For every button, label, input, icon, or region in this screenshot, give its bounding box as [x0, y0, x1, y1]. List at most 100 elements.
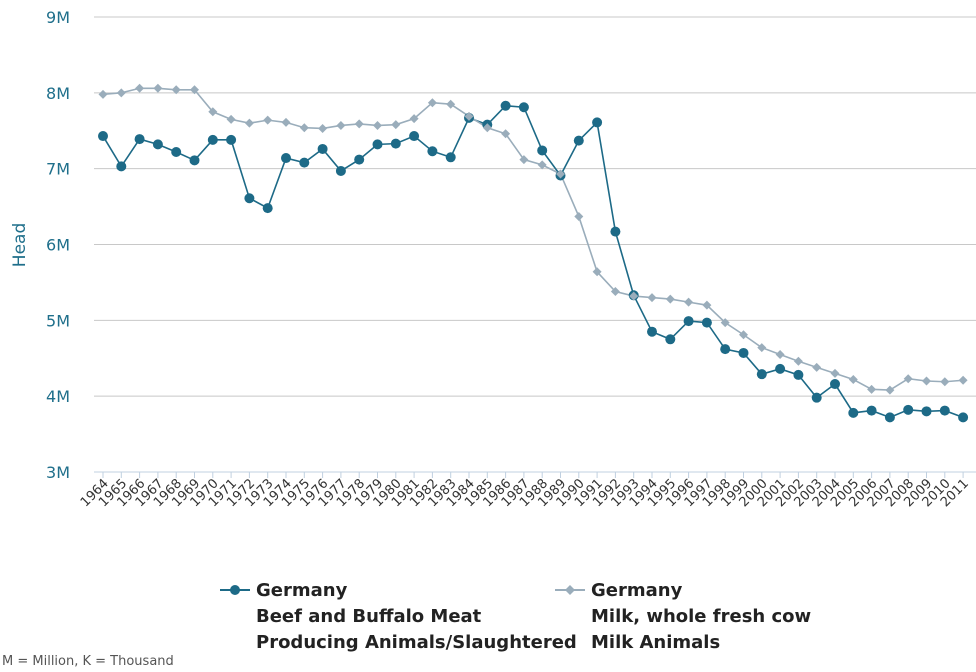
data-point-milk[interactable]: [757, 343, 767, 353]
data-point-milk[interactable]: [299, 123, 309, 133]
data-point-beef[interactable]: [317, 143, 328, 154]
data-point-beef[interactable]: [830, 379, 840, 390]
data-point-beef[interactable]: [647, 326, 657, 337]
data-point-milk[interactable]: [940, 377, 950, 387]
data-point-milk[interactable]: [190, 85, 199, 95]
data-point-milk[interactable]: [171, 85, 181, 95]
data-point-beef[interactable]: [299, 157, 310, 168]
data-point-beef[interactable]: [866, 405, 877, 416]
data-point-milk[interactable]: [647, 293, 657, 303]
legend-beef-country: Germany: [256, 580, 348, 601]
data-point-beef[interactable]: [134, 134, 145, 145]
legend-item-beef[interactable]: Germany Beef and Buffalo Meat Producing …: [220, 578, 577, 656]
data-point-beef[interactable]: [610, 226, 621, 237]
data-point-milk[interactable]: [244, 118, 254, 128]
data-point-beef[interactable]: [848, 407, 859, 418]
data-point-milk[interactable]: [116, 88, 126, 98]
data-point-milk[interactable]: [427, 98, 437, 108]
data-point-milk[interactable]: [226, 114, 236, 124]
data-point-beef[interactable]: [244, 193, 255, 204]
data-point-beef[interactable]: [811, 392, 822, 403]
data-point-milk[interactable]: [336, 120, 346, 130]
data-point-beef[interactable]: [409, 131, 420, 142]
data-point-beef[interactable]: [720, 344, 731, 355]
data-point-milk[interactable]: [702, 300, 712, 310]
data-point-milk[interactable]: [958, 375, 968, 385]
data-point-milk[interactable]: [922, 376, 931, 386]
data-point-milk[interactable]: [98, 89, 108, 99]
data-point-milk[interactable]: [263, 115, 273, 125]
data-point-milk[interactable]: [208, 107, 218, 117]
data-point-milk[interactable]: [793, 356, 803, 366]
data-point-beef[interactable]: [701, 317, 712, 328]
data-point-beef[interactable]: [226, 134, 237, 145]
data-point-milk[interactable]: [519, 155, 529, 165]
data-point-beef[interactable]: [884, 412, 895, 423]
data-point-milk[interactable]: [610, 287, 620, 297]
y-tick-label: 7M: [46, 160, 70, 179]
data-point-milk[interactable]: [684, 297, 694, 307]
data-point-beef[interactable]: [445, 152, 456, 163]
data-point-milk[interactable]: [354, 119, 364, 129]
data-point-beef[interactable]: [335, 165, 346, 176]
data-point-milk[interactable]: [153, 83, 163, 93]
legend-item-milk[interactable]: Germany Milk, whole fresh cow Milk Anima…: [555, 578, 811, 656]
data-point-beef[interactable]: [427, 146, 438, 157]
data-point-milk[interactable]: [281, 117, 291, 127]
data-point-beef[interactable]: [939, 405, 950, 416]
data-point-milk[interactable]: [739, 330, 748, 340]
data-point-milk[interactable]: [775, 349, 785, 359]
legend-milk-country: Germany: [591, 580, 683, 601]
data-point-milk[interactable]: [373, 120, 382, 130]
data-point-beef[interactable]: [756, 369, 767, 380]
data-point-beef[interactable]: [281, 153, 291, 164]
data-point-beef[interactable]: [793, 369, 804, 380]
data-point-milk[interactable]: [135, 83, 145, 93]
data-point-beef[interactable]: [958, 412, 969, 423]
data-point-beef[interactable]: [189, 155, 200, 166]
data-point-milk[interactable]: [665, 294, 675, 304]
data-point-milk[interactable]: [720, 318, 730, 328]
data-point-milk[interactable]: [501, 129, 511, 139]
data-point-milk[interactable]: [318, 123, 328, 133]
y-tick-label: 9M: [46, 8, 70, 27]
data-point-beef[interactable]: [354, 154, 365, 165]
data-point-beef[interactable]: [573, 135, 584, 146]
data-point-beef[interactable]: [171, 146, 182, 157]
data-point-milk[interactable]: [409, 114, 419, 124]
data-point-beef[interactable]: [537, 145, 548, 156]
data-point-beef[interactable]: [683, 316, 694, 327]
data-point-milk[interactable]: [848, 374, 858, 384]
data-point-beef[interactable]: [152, 139, 163, 150]
data-point-milk[interactable]: [812, 362, 822, 372]
data-point-beef[interactable]: [116, 161, 127, 172]
data-point-milk[interactable]: [629, 291, 639, 301]
data-point-beef[interactable]: [665, 334, 676, 345]
data-point-beef[interactable]: [372, 139, 383, 150]
data-point-milk[interactable]: [830, 368, 840, 378]
data-point-beef[interactable]: [262, 203, 273, 214]
data-point-beef[interactable]: [903, 404, 914, 415]
y-axis-ticks: 3M 4M 5M 6M 7M 8M 9M: [46, 8, 70, 482]
data-point-beef[interactable]: [738, 347, 749, 358]
data-point-beef[interactable]: [592, 117, 603, 128]
data-point-milk[interactable]: [446, 99, 456, 109]
data-point-milk[interactable]: [885, 385, 895, 395]
data-point-milk[interactable]: [537, 160, 547, 170]
data-point-milk[interactable]: [574, 211, 584, 221]
data-point-milk[interactable]: [556, 169, 565, 179]
data-point-beef[interactable]: [390, 138, 401, 149]
data-point-beef[interactable]: [921, 406, 932, 417]
data-point-beef[interactable]: [207, 134, 218, 145]
data-point-beef[interactable]: [518, 102, 529, 113]
data-point-beef[interactable]: [98, 131, 108, 142]
series-group: [98, 83, 969, 423]
data-point-beef[interactable]: [775, 363, 786, 374]
data-point-milk[interactable]: [464, 111, 474, 121]
data-point-milk[interactable]: [391, 120, 401, 130]
data-point-beef[interactable]: [500, 100, 511, 111]
data-point-milk[interactable]: [592, 267, 602, 277]
data-point-milk[interactable]: [903, 374, 913, 384]
data-point-milk[interactable]: [867, 384, 877, 394]
data-point-milk[interactable]: [482, 123, 492, 133]
